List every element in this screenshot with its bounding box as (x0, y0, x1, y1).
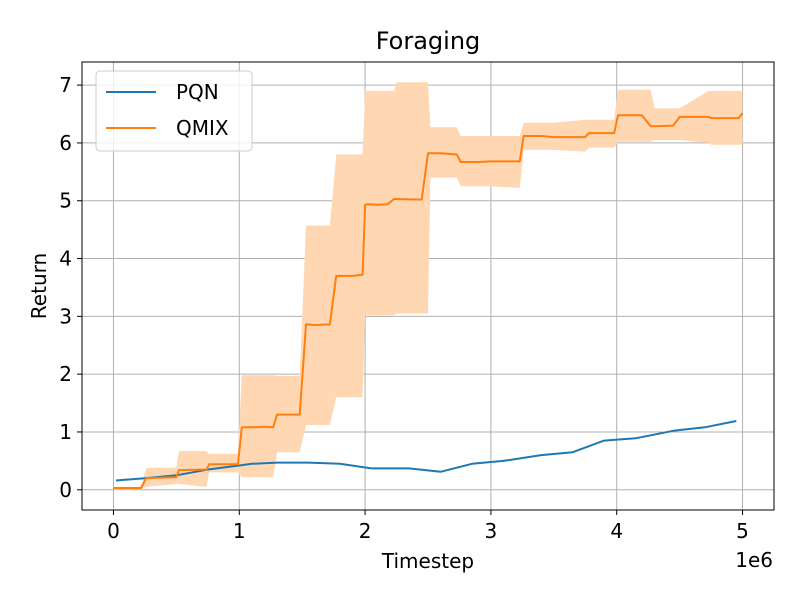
y-tick-label: 7 (59, 73, 72, 97)
x-tick-label: 3 (485, 519, 498, 543)
y-axis-ticks: 0 1 2 3 4 5 6 7 (59, 73, 82, 502)
x-axis-label: Timestep (381, 549, 474, 573)
series-lines (113, 112, 744, 489)
legend-label-pqn: PQN (176, 80, 219, 104)
x-tick-label: 0 (107, 519, 120, 543)
y-tick-label: 2 (59, 362, 72, 386)
y-tick-label: 5 (59, 189, 72, 213)
y-tick-label: 6 (59, 131, 72, 155)
y-tick-label: 0 (59, 478, 72, 502)
series-band-qmix (113, 82, 743, 489)
x-axis-offset-text: 1e6 (735, 548, 773, 572)
y-tick-label: 1 (59, 420, 72, 444)
y-tick-label: 4 (59, 247, 72, 271)
axes-frame (81, 61, 775, 511)
legend: PQN QMIX (95, 70, 253, 152)
y-axis-label: Return (27, 253, 51, 319)
chart-title: Foraging (376, 27, 481, 55)
x-tick-label: 1 (233, 519, 246, 543)
legend-label-qmix: QMIX (176, 116, 229, 140)
confidence-bands (113, 82, 743, 489)
x-tick-label: 2 (359, 519, 372, 543)
y-tick-label: 3 (59, 304, 72, 328)
x-tick-label: 5 (736, 519, 749, 543)
series-line-pqn (115, 420, 737, 482)
x-tick-label: 4 (610, 519, 623, 543)
series-line-qmix (113, 112, 744, 489)
x-axis-ticks: 0 1 2 3 4 5 (107, 510, 749, 543)
